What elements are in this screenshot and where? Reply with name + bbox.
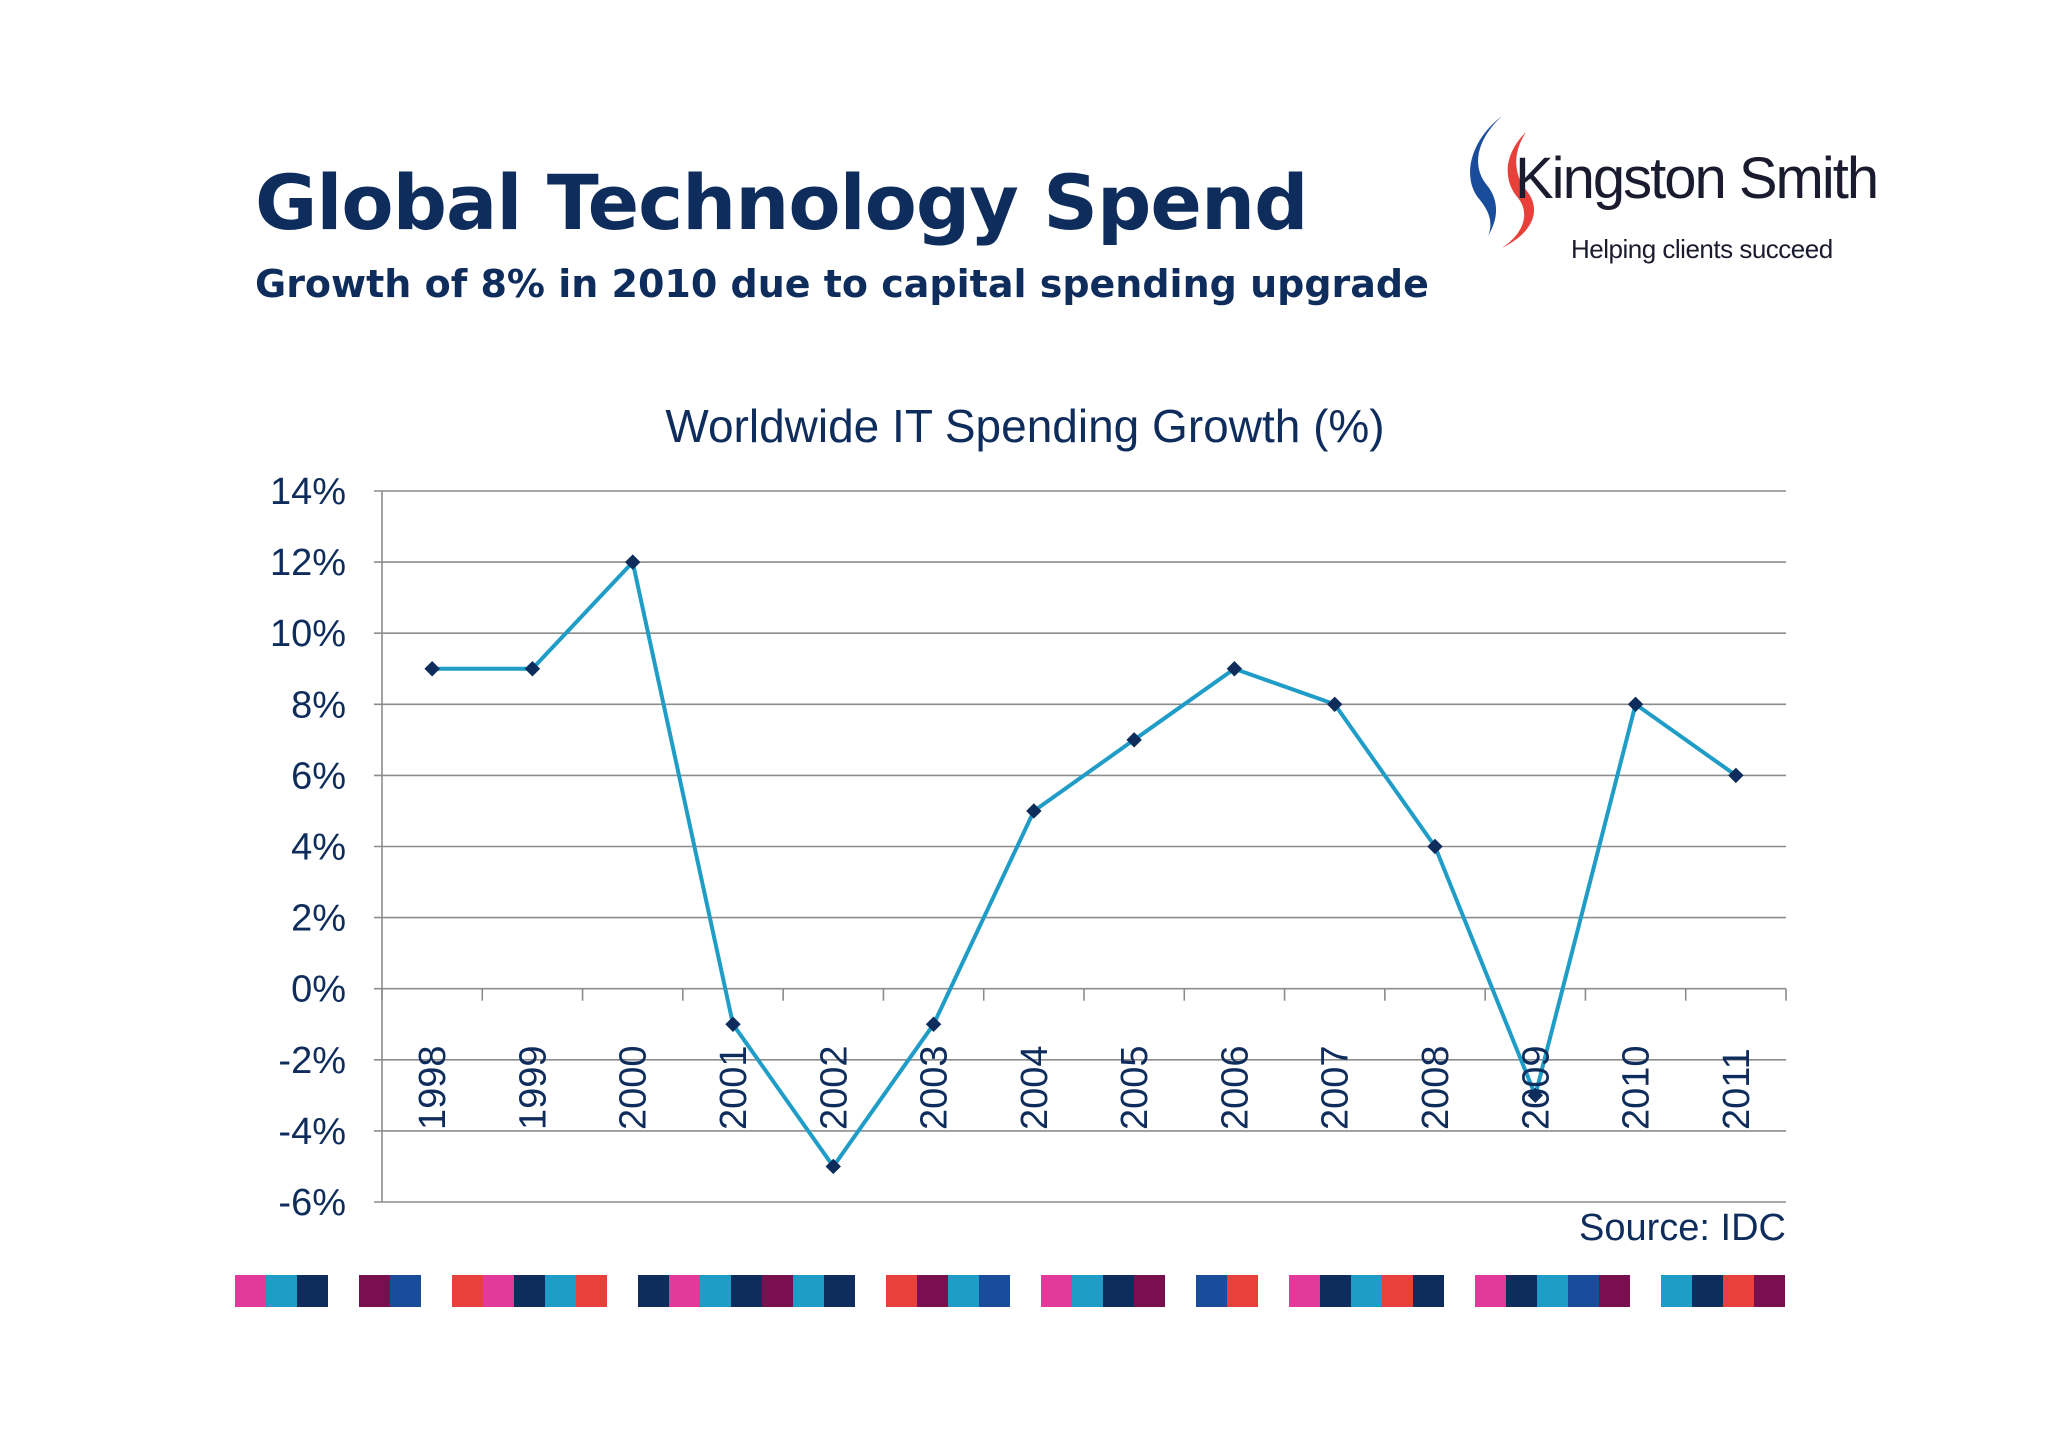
x-tick-label: 1998	[412, 1045, 454, 1130]
color-bar-segment	[793, 1275, 824, 1307]
series-line	[432, 560, 1738, 1169]
y-tick-label: 6%	[291, 755, 346, 797]
data-point	[1728, 767, 1744, 784]
x-tick-label: 2011	[1716, 1048, 1758, 1130]
color-bar-segment	[669, 1275, 700, 1307]
color-bar-segment	[235, 1275, 266, 1307]
color-bar-segment	[1692, 1275, 1723, 1307]
color-bar-segment	[514, 1275, 545, 1307]
y-tick-label: 8%	[291, 684, 346, 726]
y-tick-label: -2%	[278, 1040, 346, 1082]
tick-labels: 14% 12% 10% 8% 6% 4% 2% 0% -2% -4% -6% 1998 1999 2000…	[270, 471, 1758, 1224]
color-bar-segment	[576, 1275, 607, 1307]
color-bar-segment	[1351, 1275, 1382, 1307]
color-bar-segment	[1506, 1275, 1537, 1307]
x-tick-label: 2001	[713, 1045, 755, 1130]
data-point	[1527, 1087, 1543, 1104]
x-tick-label: 2003	[914, 1045, 956, 1130]
source-note: Source: IDC	[1579, 1207, 1786, 1249]
y-tick-label: 12%	[270, 542, 346, 584]
axes	[381, 491, 1787, 1202]
color-bar-segment	[1134, 1275, 1165, 1307]
slide-subtitle: Growth of 8% in 2010 due to capital spen…	[255, 262, 1429, 306]
chart-title: Worldwide IT Spending Growth (%)	[665, 400, 1384, 452]
data-point	[825, 1158, 841, 1175]
color-bar-segment	[917, 1275, 948, 1307]
color-bar-segment	[297, 1275, 328, 1307]
color-bar-segment	[1723, 1275, 1754, 1307]
x-tick-label: 2007	[1315, 1045, 1357, 1130]
color-bar-segment	[1661, 1275, 1692, 1307]
color-bar-segment	[1289, 1275, 1320, 1307]
color-bar-segment	[1103, 1275, 1134, 1307]
x-tick-label: 2008	[1415, 1045, 1457, 1130]
color-bar-segment	[1227, 1275, 1258, 1307]
x-tick-label: 2002	[813, 1045, 855, 1130]
data-point	[1627, 696, 1644, 713]
color-bar-segment	[979, 1275, 1010, 1307]
data-point	[725, 1016, 741, 1032]
color-bar-segment	[824, 1275, 855, 1307]
color-bar-segment	[1413, 1275, 1444, 1307]
color-bar-segment	[1475, 1275, 1506, 1307]
color-bar-segment	[886, 1275, 917, 1307]
kingston-smith-logo	[1470, 116, 1535, 248]
color-bar-segment	[762, 1275, 793, 1307]
x-tick-label: 2004	[1014, 1045, 1056, 1130]
series-line	[432, 560, 1738, 1169]
x-tick-label: 2006	[1214, 1045, 1256, 1130]
data-point	[1427, 838, 1443, 855]
color-bar-segment	[1320, 1275, 1351, 1307]
x-tick-label: 2005	[1114, 1045, 1156, 1130]
data-point	[1026, 803, 1042, 819]
color-bar-segment	[1537, 1275, 1568, 1307]
data-point	[925, 1016, 942, 1032]
y-tick-label: 14%	[270, 471, 346, 513]
color-bar-segment	[1072, 1275, 1103, 1307]
color-bar-segment	[1382, 1275, 1413, 1307]
color-bar-segment	[1754, 1275, 1785, 1307]
data-point	[524, 661, 541, 677]
logo-name: Kingston Smith	[1515, 146, 1879, 211]
color-bar-segment	[390, 1275, 421, 1307]
color-bar-segment	[638, 1275, 669, 1307]
y-tick-label: 2%	[291, 898, 346, 940]
logo-red-swoosh	[1502, 132, 1535, 248]
logo-blue-swoosh	[1470, 116, 1502, 236]
decorative-color-bar	[235, 1275, 1815, 1307]
color-bar-segment	[266, 1275, 297, 1307]
x-tick-label: 2010	[1616, 1045, 1658, 1130]
data-point	[1126, 732, 1142, 748]
color-bar-segment	[1196, 1275, 1227, 1307]
data-markers	[424, 554, 1744, 1175]
x-tick-label: 2009	[1515, 1045, 1557, 1130]
x-tick-label: 1999	[512, 1045, 554, 1130]
y-tick-label: 4%	[291, 827, 346, 869]
color-bar-segment	[1041, 1275, 1072, 1307]
y-tick-label: 0%	[291, 969, 346, 1011]
color-bar-segment	[545, 1275, 576, 1307]
color-bar-segment	[359, 1275, 390, 1307]
data-point	[1327, 696, 1343, 713]
color-bar-segment	[731, 1275, 762, 1307]
data-point	[625, 554, 641, 570]
y-tick-label: -6%	[278, 1182, 346, 1224]
data-point	[424, 661, 440, 677]
color-bar-segment	[700, 1275, 731, 1307]
color-bar-segment	[452, 1275, 483, 1307]
color-bar-segment	[1568, 1275, 1599, 1307]
color-bar-segment	[948, 1275, 979, 1307]
color-bar-segment	[483, 1275, 514, 1307]
data-point	[1226, 661, 1243, 677]
y-tick-label: 10%	[270, 613, 346, 655]
slide-title: Global Technology Spend	[255, 158, 1308, 247]
color-bar-segment	[1599, 1275, 1630, 1307]
y-tick-label: -4%	[278, 1111, 346, 1153]
logo-tagline: Helping clients succeed	[1571, 234, 1833, 264]
x-tick-label: 2000	[613, 1045, 655, 1130]
gridlines	[374, 490, 1786, 1203]
